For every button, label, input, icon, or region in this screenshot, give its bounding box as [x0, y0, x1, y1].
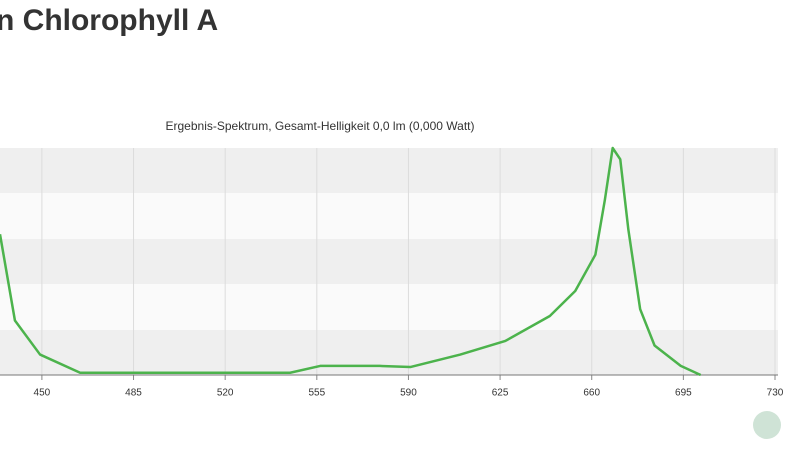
x-tick-label: 555 — [308, 388, 325, 399]
x-tick-label: 520 — [217, 388, 234, 399]
watermark — [753, 411, 781, 439]
watermark-icon — [753, 411, 781, 439]
x-tick-label: 485 — [125, 388, 142, 399]
plot-background — [0, 148, 778, 375]
x-tick-label: 450 — [34, 388, 51, 399]
chart-subtitle: Ergebnis-Spektrum, Gesamt-Helligkeit 0,0… — [166, 119, 475, 133]
band — [0, 330, 778, 375]
x-tick-label: 625 — [492, 388, 509, 399]
x-tick-label: 695 — [675, 388, 692, 399]
line-series — [0, 146, 702, 377]
band — [0, 148, 778, 193]
page-title: n Chlorophyll A — [0, 4, 218, 37]
x-tick-label: 660 — [583, 388, 600, 399]
band — [0, 239, 778, 284]
x-tick-label: 590 — [400, 388, 417, 399]
x-tick-label: 730 — [767, 388, 784, 399]
